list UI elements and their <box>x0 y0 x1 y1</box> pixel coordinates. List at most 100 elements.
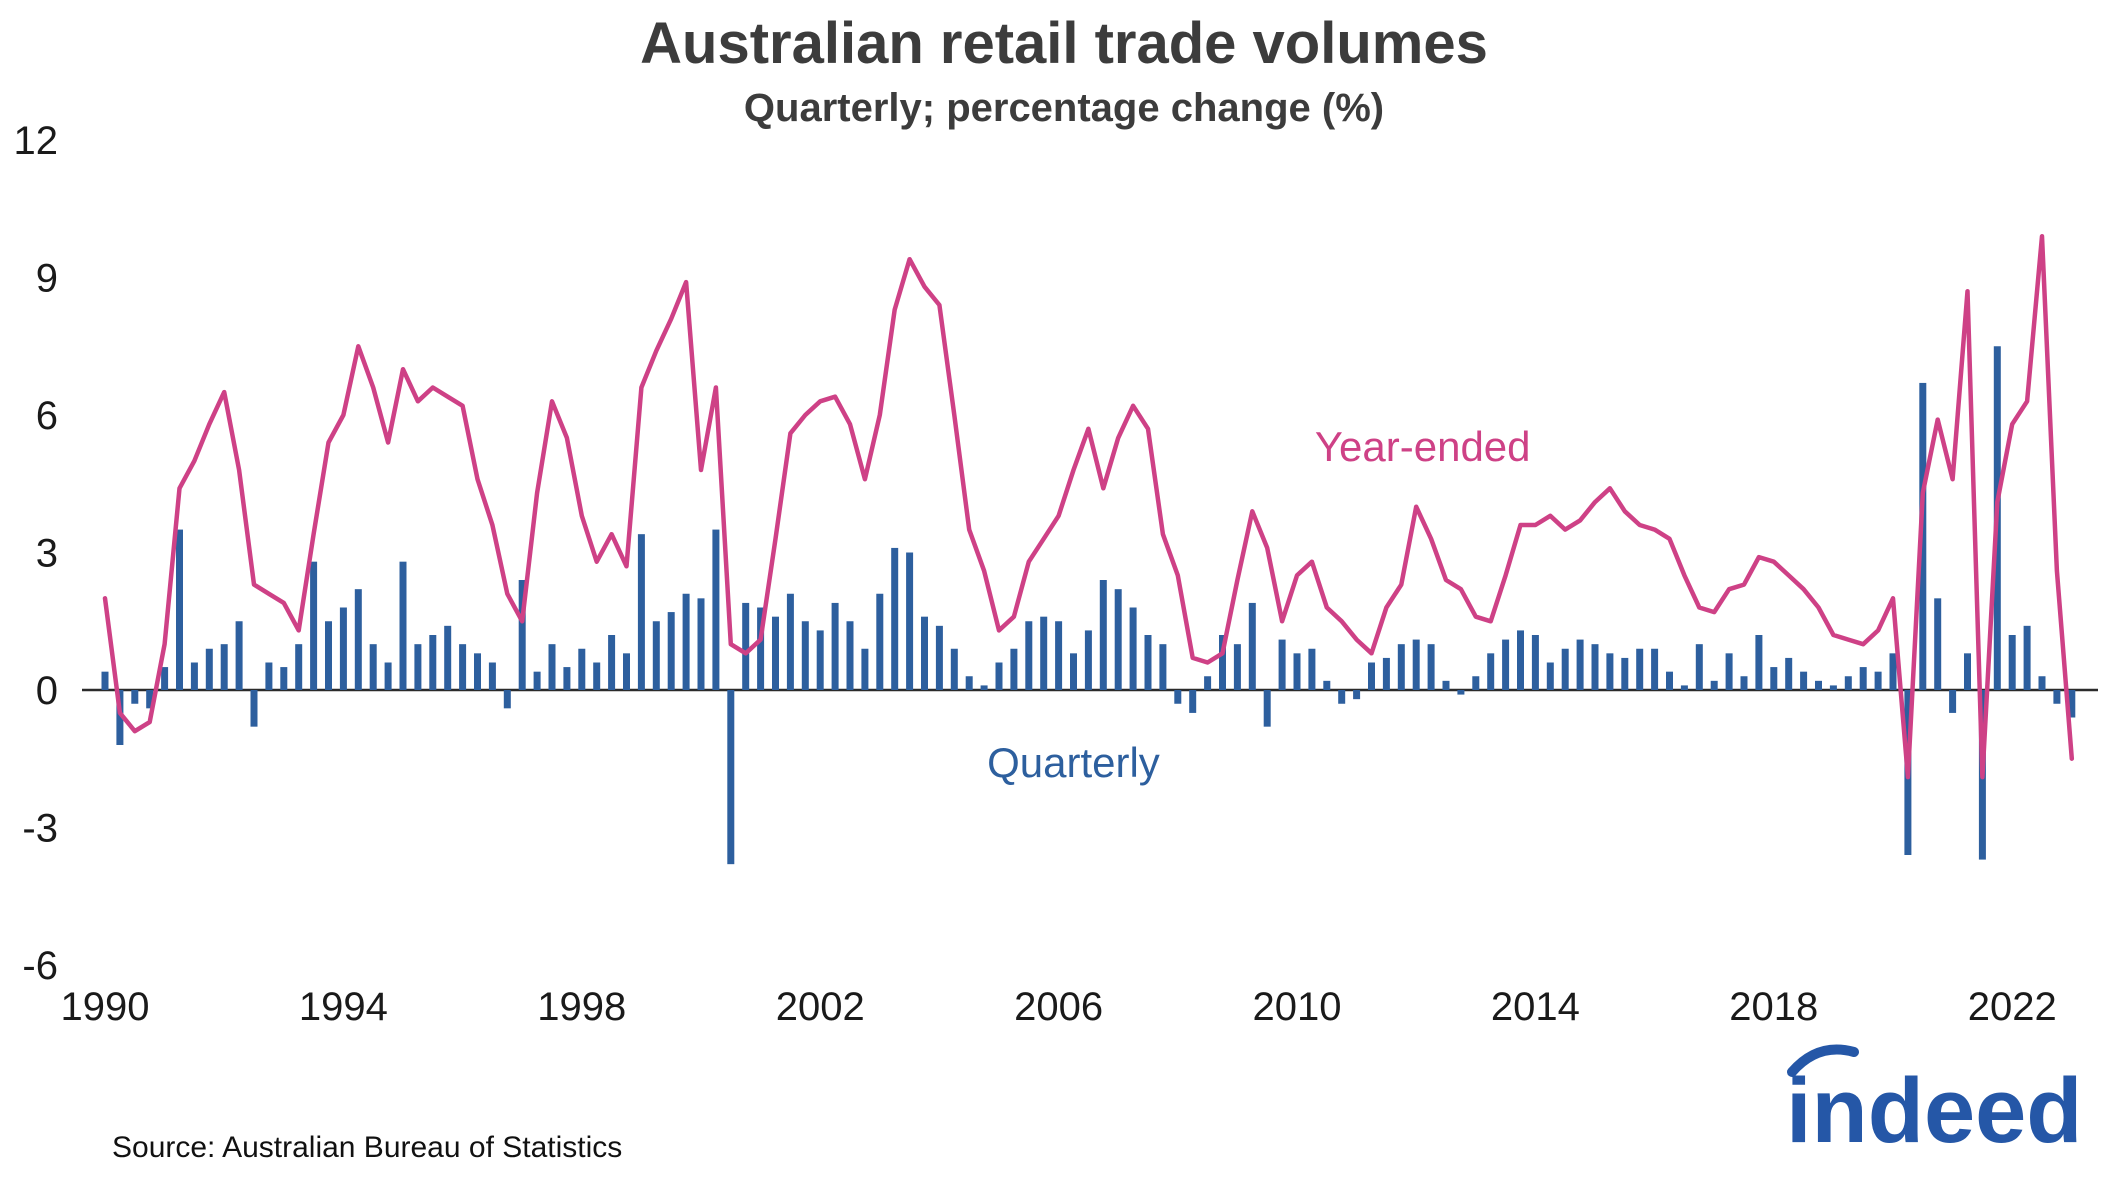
quarterly-bar <box>1010 648 1018 690</box>
quarterly-bar <box>623 653 630 690</box>
quarterly-bar <box>235 621 243 690</box>
quarterly-bar <box>2068 690 2076 718</box>
quarterly-bar <box>1159 644 1167 690</box>
quarterly-bar <box>1487 653 1495 690</box>
quarterly-bar <box>1785 657 1793 690</box>
quarterly-bar <box>1636 648 1644 690</box>
quarterly-bar <box>786 593 794 690</box>
quarterly-bar <box>533 671 541 690</box>
quarterly-bar <box>1472 676 1480 690</box>
quarterly-bar <box>429 635 437 690</box>
quarterly-bar <box>1219 635 1226 690</box>
quarterly-bar <box>757 607 765 690</box>
quarterly-bar <box>1949 690 1957 713</box>
quarterly-bar <box>190 662 198 690</box>
quarterly-bar <box>1859 667 1867 690</box>
quarterly-bar <box>444 625 452 690</box>
quarterly-bar <box>161 667 169 690</box>
quarterly-bar <box>1710 680 1718 690</box>
source-note: Source: Australian Bureau of Statistics <box>112 1131 623 1164</box>
quarterly-bar <box>608 635 616 690</box>
quarterly-bar <box>1457 690 1465 695</box>
quarterly-bar <box>488 662 496 690</box>
quarterly-bar <box>801 621 809 690</box>
quarterly-bar <box>921 616 928 690</box>
x-tick-label: 2018 <box>1729 985 1818 1029</box>
quarterly-bar <box>369 644 377 690</box>
quarterly-bar <box>891 547 899 690</box>
quarterly-bar <box>265 662 273 690</box>
quarterly-bar <box>1338 690 1346 704</box>
logo-text: indeed <box>1786 1060 2082 1158</box>
quarterly-bar <box>1308 648 1316 690</box>
quarterly-bar <box>1740 676 1748 690</box>
quarterly-bar <box>1666 671 1673 690</box>
quarterly-bar <box>1293 653 1301 690</box>
quarterly-bar <box>116 690 124 745</box>
quarterly-bar <box>1680 685 1688 690</box>
quarterly-bar <box>220 644 228 690</box>
quarterly-bar <box>176 529 183 690</box>
quarterly-bar <box>1248 602 1256 690</box>
quarterly-bar <box>965 676 973 690</box>
quarterly-bar <box>2008 635 2016 690</box>
quarterly-bar <box>1576 639 1584 690</box>
quarterly-bar <box>1964 653 1971 690</box>
quarterly-bar <box>1606 653 1614 690</box>
quarterly-bar <box>1129 607 1137 690</box>
quarterly-bar <box>518 580 526 690</box>
quarterly-bar <box>548 644 556 690</box>
quarterly-bar <box>861 648 869 690</box>
quarterly-bar <box>1189 690 1197 713</box>
quarterly-bar <box>1263 690 1271 727</box>
quarterly-bar <box>563 667 571 690</box>
quarterly-bar <box>1591 644 1599 690</box>
quarterly-bar <box>727 690 735 865</box>
x-tick-label: 1994 <box>299 985 388 1029</box>
quarterly-bar <box>667 612 675 690</box>
y-tick-label: 6 <box>36 394 58 438</box>
quarterly-bar <box>399 561 407 690</box>
quarterly-bar <box>772 616 779 690</box>
quarterly-bar <box>1934 598 1942 690</box>
quarterly-bar <box>1889 653 1897 690</box>
quarterly-bar <box>1114 589 1122 690</box>
quarterly-bar <box>325 621 332 690</box>
quarterly-bar <box>2038 676 2046 690</box>
quarterly-bar <box>980 685 988 690</box>
quarterly-bar <box>593 662 601 690</box>
quarterly-bar <box>682 593 690 690</box>
quarterly-bar <box>310 561 318 690</box>
quarterly-bar <box>503 690 511 709</box>
quarterly-bar <box>1770 667 1778 690</box>
quarterly-bar <box>1368 662 1375 690</box>
y-tick-label: 0 <box>36 669 58 713</box>
quarterly-bar <box>876 593 884 690</box>
quarterly-bar <box>384 662 392 690</box>
quarterly-bar <box>578 648 586 690</box>
quarterly-bar <box>637 534 645 690</box>
indeed-logo: indeed <box>1778 1038 2098 1163</box>
quarterly-bar <box>1397 644 1405 690</box>
quarterly-bar <box>2023 625 2031 690</box>
quarterly-bar <box>935 625 943 690</box>
quarterly-bar <box>1517 630 1524 690</box>
y-tick-label: -3 <box>22 806 58 850</box>
quarterly-bar <box>1725 653 1733 690</box>
quarterly-bar <box>354 589 362 690</box>
quarterly-bar <box>1651 648 1659 690</box>
quarterly-bar <box>205 648 213 690</box>
quarterly-bar <box>712 529 720 690</box>
chart-title: Australian retail trade volumes <box>640 11 1488 76</box>
quarterly-bar <box>697 598 705 690</box>
quarterly-bar <box>1278 639 1286 690</box>
quarterly-bar <box>339 607 347 690</box>
quarterly-bar <box>1055 621 1063 690</box>
quarterly-bar <box>1084 630 1092 690</box>
quarterly-bar <box>831 602 839 690</box>
quarterly-bar <box>459 644 467 690</box>
quarterly-bar <box>2053 690 2061 704</box>
quarterly-bar <box>131 690 139 704</box>
